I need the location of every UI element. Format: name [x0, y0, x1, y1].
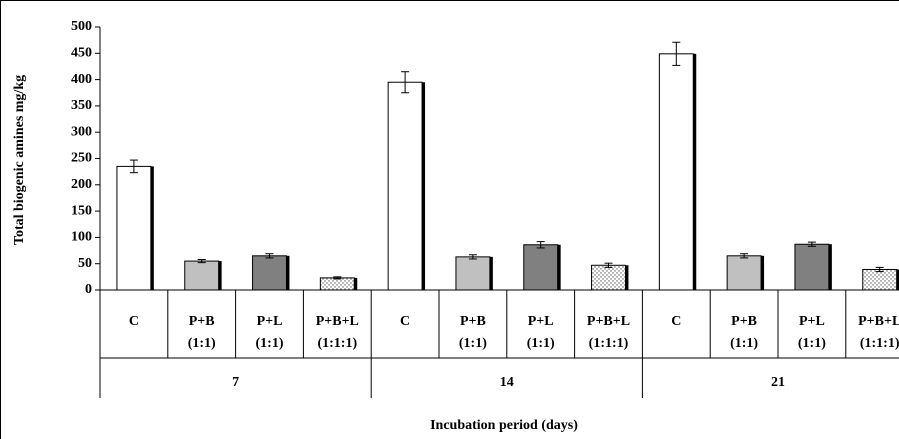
x-tick-label: C	[129, 314, 139, 329]
bar	[726, 255, 762, 291]
y-tick-label: 300	[71, 124, 92, 139]
x-tick-label: (1:1:1)	[860, 336, 899, 351]
x-tick-label: C	[400, 314, 410, 329]
x-tick-label: P+L	[799, 314, 825, 329]
x-tick-label: P+L	[528, 314, 554, 329]
y-tick-label: 150	[71, 203, 92, 218]
x-tick-label: P+B	[189, 314, 215, 329]
y-axis-title: Total biogenic amines mg/kg	[12, 75, 27, 245]
x-tick-label: (1:1)	[730, 336, 758, 351]
x-tick-label: (1:1)	[798, 336, 826, 351]
y-tick-label: 100	[71, 230, 92, 245]
x-tick-label: P+B+L	[316, 314, 359, 329]
x-tick-label: (1:1:1)	[317, 336, 357, 351]
x-tick-label: (1:1)	[188, 336, 216, 351]
bar	[794, 243, 830, 291]
bar	[184, 260, 220, 291]
bar	[116, 165, 152, 291]
x-tick-label: P+B	[460, 314, 486, 329]
group-label: 7	[232, 375, 239, 390]
x-tick-label: (1:1)	[527, 336, 555, 351]
x-tick-label: P+B+L	[587, 314, 630, 329]
bar	[658, 53, 694, 291]
y-tick-label: 250	[71, 151, 92, 166]
bar	[523, 244, 559, 291]
x-axis-title: Incubation period (days)	[430, 418, 578, 433]
y-tick-label: 400	[71, 72, 92, 87]
group-label: 14	[500, 375, 514, 390]
y-tick-label: 50	[78, 256, 92, 271]
bar	[455, 256, 491, 291]
x-tick-label: (1:1)	[256, 336, 284, 351]
x-tick-label: C	[671, 314, 681, 329]
x-tick-label: P+B	[731, 314, 757, 329]
y-tick-label: 350	[71, 98, 92, 113]
bar	[387, 81, 423, 291]
bar	[319, 277, 355, 291]
y-tick-label: 200	[71, 177, 92, 192]
y-tick-label: 500	[71, 19, 92, 34]
bar	[862, 268, 898, 291]
x-tick-label: (1:1)	[459, 336, 487, 351]
x-tick-label: P+L	[257, 314, 283, 329]
x-tick-label: (1:1:1)	[589, 336, 629, 351]
y-tick-label: 0	[85, 282, 92, 297]
y-tick-label: 450	[71, 46, 92, 61]
x-tick-label: P+B+L	[858, 314, 899, 329]
group-label: 21	[771, 375, 785, 390]
bar	[591, 264, 626, 291]
bar	[252, 255, 287, 291]
